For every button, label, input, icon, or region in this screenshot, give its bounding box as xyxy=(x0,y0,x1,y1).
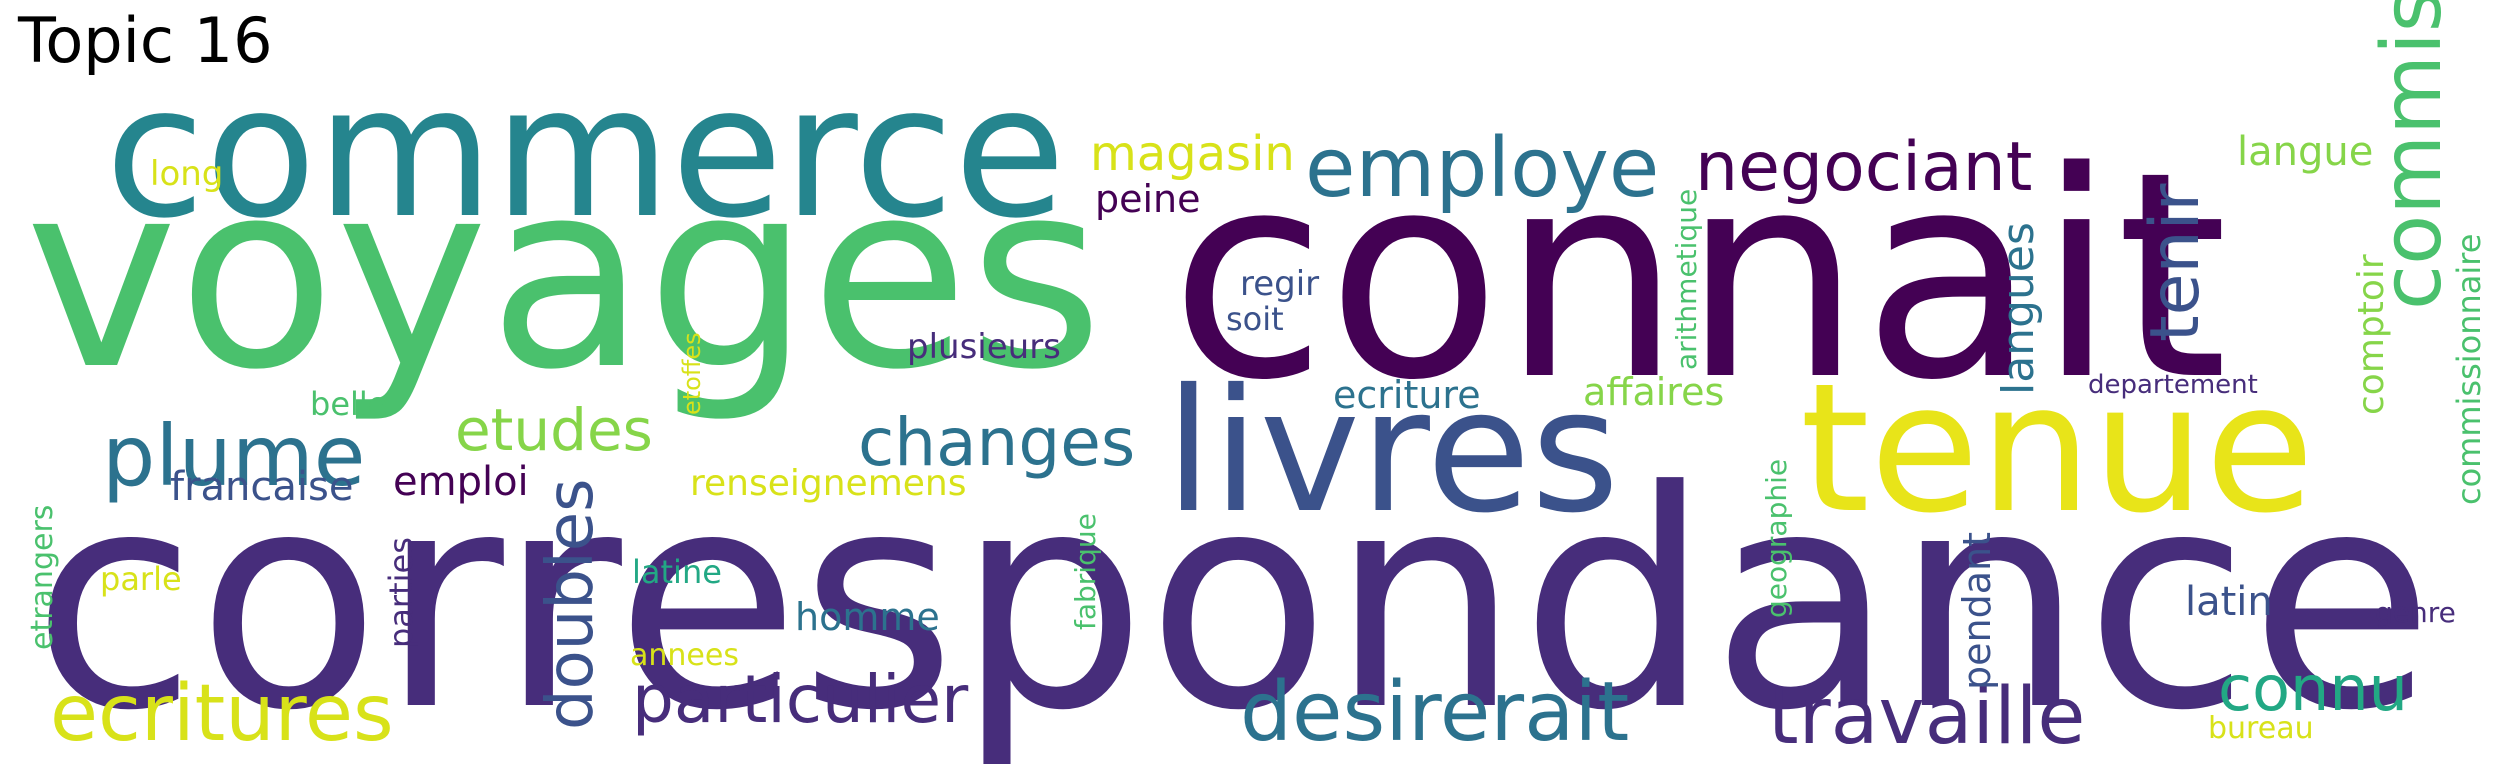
word-commerce: commerce xyxy=(105,46,1066,258)
word-plusieurs: plusieurs xyxy=(907,327,1061,367)
word-langues: langues xyxy=(1993,222,2044,395)
word-francaise: francaise xyxy=(170,464,353,510)
word-connu: connu xyxy=(2218,652,2408,725)
word-etrangers: etrangers xyxy=(25,505,60,650)
word-parle: parle xyxy=(100,560,182,598)
word-latin: latin xyxy=(2185,579,2273,625)
word-comptoir: comptoir xyxy=(2351,254,2392,415)
word-ecriture: ecriture xyxy=(1333,373,1481,417)
word-emploi: emploi xyxy=(393,459,529,505)
word-employe: employe xyxy=(1305,121,1659,216)
word-correspondance: correspondance xyxy=(32,427,2434,764)
word-renseignemens: renseignemens xyxy=(690,463,967,504)
word-travaille: travaille xyxy=(1768,672,2085,762)
word-negociant: negociant xyxy=(1695,128,2032,207)
word-soit: soit xyxy=(1226,300,1284,338)
word-livres: livres xyxy=(1165,353,1619,551)
word-doubles: doubles xyxy=(534,479,608,730)
word-annees: annees xyxy=(630,638,739,673)
word-connait: connait xyxy=(1170,111,2228,443)
word-ecritures: ecritures xyxy=(50,669,394,759)
word-etoffes: etoffes xyxy=(678,332,706,415)
word-bureau: bureau xyxy=(2208,711,2314,746)
word-regir: regir xyxy=(1240,264,1319,304)
word-changes: changes xyxy=(858,404,1135,481)
word-etudes: etudes xyxy=(455,396,653,464)
word-geographie: geographie xyxy=(1760,459,1793,618)
word-long: long xyxy=(150,154,223,194)
word-affaires: affaires xyxy=(1583,370,1724,414)
word-pendant: pendant xyxy=(1955,532,1999,690)
word-peine: peine xyxy=(1095,177,1201,221)
word-desirerait: desirerait xyxy=(1240,665,1629,760)
word-latine: latine xyxy=(632,553,722,591)
word-langue: langue xyxy=(2237,129,2373,175)
word-homme: homme xyxy=(795,595,940,639)
word-fabrique: fabrique xyxy=(1069,513,1102,630)
word-particulier: particulier xyxy=(632,661,969,738)
word-plume: plume xyxy=(102,407,365,505)
word-commis: commis xyxy=(2365,0,2460,310)
word-departement: departement xyxy=(2088,370,2258,400)
cloud-title: Topic 16 xyxy=(18,4,273,77)
word-parties: parties xyxy=(382,537,420,648)
word-genre: genre xyxy=(2375,596,2456,629)
word-voyages: voyages xyxy=(25,126,1103,426)
word-magasin: magasin xyxy=(1090,126,1295,182)
word-commissionnaire: commissionnaire xyxy=(2450,234,2488,505)
word-belle: belle xyxy=(310,385,387,423)
word-arithmetique: arithmetique xyxy=(1670,189,1703,370)
word-tenue: tenue xyxy=(1800,345,2314,552)
word-tenir: tenir xyxy=(2136,184,2215,342)
